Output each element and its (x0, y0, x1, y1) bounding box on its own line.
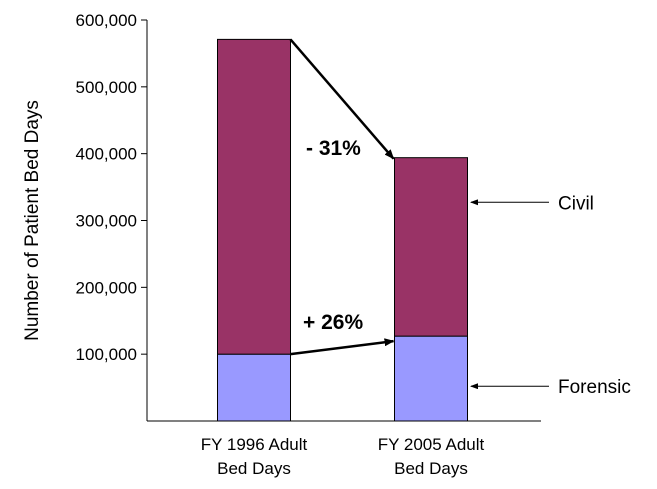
y-tick-label: 600,000 (76, 11, 137, 30)
y-tick-label: 200,000 (76, 278, 137, 297)
y-tick-label: 500,000 (76, 78, 137, 97)
y-axis-title: Number of Patient Bed Days (22, 100, 43, 341)
y-tick-label: 100,000 (76, 345, 137, 364)
y-tick-label: 300,000 (76, 212, 137, 231)
annotation-forensic-change: + 26% (303, 311, 363, 334)
x-tick-label: Bed Days (217, 459, 291, 478)
plot-area: 100,000 200,000 300,000 400,000 500,000 600,0… (22, 11, 631, 478)
x-tick-label: FY 2005 Adult (378, 435, 485, 454)
bar-civil-0 (217, 38, 291, 355)
y-tick-label: 400,000 (76, 145, 137, 164)
change-arrow-forensic (290, 338, 395, 356)
x-tick-label: FY 1996 Adult (201, 435, 308, 454)
bar-civil-1 (394, 157, 468, 337)
bar-forensic-0 (217, 353, 291, 422)
bar-forensic-1 (394, 335, 468, 422)
change-arrow-civil (289, 38, 395, 160)
annotation-civil-change: - 31% (306, 137, 361, 160)
x-tick-label: Bed Days (394, 459, 468, 478)
legend-label-civil: Civil (558, 193, 594, 214)
legend-label-forensic: Forensic (558, 377, 631, 398)
